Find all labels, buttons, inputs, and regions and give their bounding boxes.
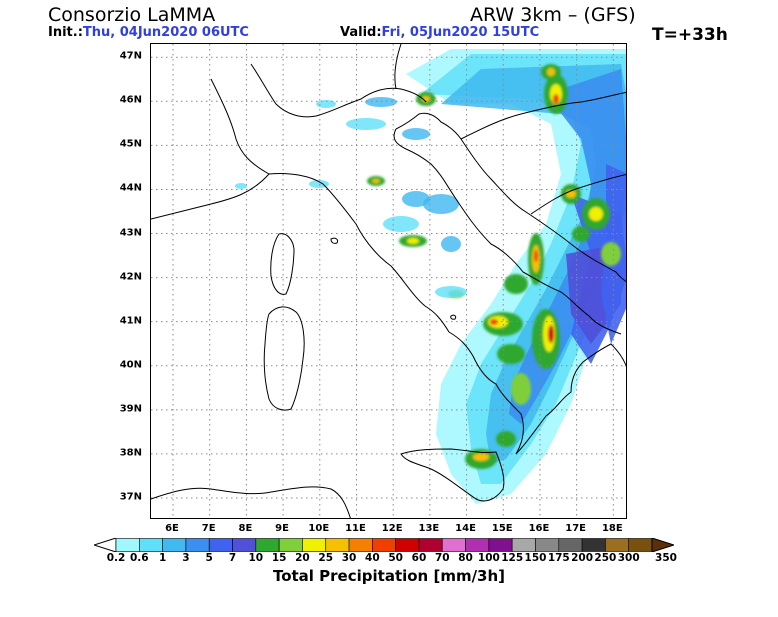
init-value: Thu, 04Jun2020 06UTC — [82, 25, 249, 40]
lon-label: 9E — [275, 523, 289, 534]
lat-label: 38N — [119, 447, 142, 459]
colorbar-tick-label: 250 — [594, 552, 617, 564]
coastlines — [151, 44, 626, 518]
lat-label: 39N — [119, 403, 142, 415]
lon-label: 13E — [418, 523, 440, 534]
init-time: Init.:Thu, 04Jun2020 06UTC — [48, 25, 249, 40]
lon-label: 7E — [201, 523, 216, 534]
map-canvas — [151, 44, 626, 518]
valid-time: Valid:Fri, 05Jun2020 15UTC — [340, 25, 539, 40]
colorbar-swatch — [395, 538, 420, 552]
colorbar-tick-label: 10 — [248, 552, 264, 564]
colorbar-swatch — [232, 538, 257, 552]
colorbar-tick-label: 25 — [318, 552, 334, 564]
colorbar-tick-label: 20 — [295, 552, 310, 564]
forecast-step: T=+33h — [652, 25, 728, 45]
colorbar-swatch — [465, 538, 490, 552]
colorbar-tick-label: 1 — [158, 552, 167, 564]
colorbar-tick-label: 300 — [617, 552, 640, 564]
lat-label: 46N — [119, 94, 142, 106]
colorbar-tick-label: 7 — [228, 552, 237, 564]
precipitation-field — [235, 49, 626, 504]
colorbar-swatch — [535, 538, 560, 552]
colorbar-swatch — [511, 538, 536, 552]
colorbar-tick-label: 60 — [411, 552, 427, 564]
lon-label: 8E — [238, 523, 253, 534]
colorbar-swatch — [278, 538, 303, 552]
lat-label: 45N — [119, 138, 142, 150]
colorbar-tick-label: 70 — [434, 552, 450, 564]
colorbar-swatch — [488, 538, 513, 552]
colorbar-max-arrow — [651, 538, 674, 552]
colorbar-tick-label: 50 — [388, 552, 403, 564]
colorbar-swatch — [185, 538, 210, 552]
colorbar-swatch — [115, 538, 140, 552]
lon-label: 10E — [308, 523, 330, 534]
lat-label: 47N — [119, 50, 142, 62]
precipitation-map — [150, 43, 627, 519]
colorbar-swatch — [628, 538, 653, 552]
lat-label: 43N — [119, 227, 142, 239]
colorbar-swatch — [558, 538, 583, 552]
colorbar-tick-label: 0.6 — [129, 552, 149, 564]
colorbar-tick-label: 150 — [524, 552, 547, 564]
lat-label: 37N — [119, 491, 142, 503]
lon-label: 16E — [528, 523, 550, 534]
colorbar-swatch — [348, 538, 373, 552]
lon-label: 6E — [165, 523, 179, 534]
colorbar-swatch — [418, 538, 443, 552]
colorbar-tick-label: 5 — [205, 552, 213, 564]
colorbar-tick-label: 80 — [458, 552, 473, 564]
lon-label: 11E — [345, 523, 366, 534]
colorbar-tick-label: 175 — [547, 552, 570, 564]
colorbar-tick-label: 350 — [655, 552, 677, 564]
colorbar-swatch — [208, 538, 233, 552]
colorbar-swatch — [139, 538, 163, 552]
colorbar-tick-label: 3 — [182, 552, 190, 564]
model-title: ARW 3km – (GFS) — [470, 4, 636, 26]
lat-label: 44N — [119, 182, 142, 194]
lon-label: 14E — [455, 523, 476, 534]
colorbar-tick-label: 0.2 — [106, 552, 126, 564]
colorbar-tick-label: 125 — [501, 552, 524, 564]
lon-label: 12E — [381, 523, 403, 534]
lat-label: 40N — [119, 359, 142, 371]
colorbar-swatch — [325, 538, 350, 552]
colorbar-min-arrow — [94, 538, 117, 552]
init-label: Init.: — [48, 25, 83, 40]
valid-label: Valid: — [340, 25, 382, 40]
colorbar-tick-label: 200 — [571, 552, 594, 564]
colorbar-tick-label: 15 — [271, 552, 287, 564]
colorbar-tick-label: 30 — [341, 552, 357, 564]
colorbar-swatch — [255, 538, 280, 552]
colorbar-swatch — [162, 538, 187, 552]
colorbar — [94, 538, 674, 552]
colorbar-swatch — [581, 538, 606, 552]
colorbar-swatch — [302, 538, 327, 552]
lat-label: 41N — [119, 315, 142, 327]
colorbar-swatch — [441, 538, 466, 552]
lon-label: 15E — [491, 523, 513, 534]
colorbar-tick-label: 40 — [365, 552, 380, 564]
lon-label: 18E — [601, 523, 623, 534]
lat-label: 42N — [119, 271, 142, 283]
colorbar-title: Total Precipitation [mm/3h] — [272, 567, 506, 585]
colorbar-tick-label: 100 — [477, 552, 500, 564]
colorbar-swatch — [372, 538, 396, 552]
valid-value: Fri, 05Jun2020 15UTC — [381, 25, 540, 40]
lon-label: 17E — [565, 523, 586, 534]
colorbar-swatch — [605, 538, 629, 552]
organization-title: Consorzio LaMMA — [48, 4, 216, 26]
